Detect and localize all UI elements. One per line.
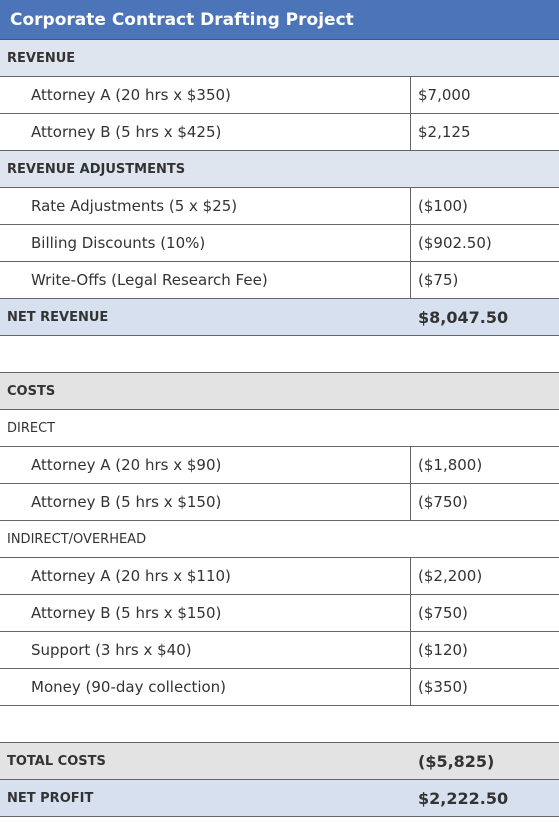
item-label: Billing Discounts (10%): [0, 225, 411, 261]
item-value: ($75): [418, 271, 459, 289]
line-item: Attorney B (5 hrs x $425) $2,125: [0, 114, 559, 151]
subheading: DIRECT: [7, 420, 56, 436]
spacer: [0, 336, 559, 373]
item-label: Attorney A (20 hrs x $90): [0, 447, 411, 483]
section-heading-row: REVENUE ADJUSTMENTS: [0, 151, 559, 188]
total-row: NET REVENUE $8,047.50: [0, 299, 559, 336]
section-heading-row: REVENUE: [0, 40, 559, 77]
line-item: Attorney A (20 hrs x $110) ($2,200): [0, 558, 559, 595]
item-label: Write-Offs (Legal Research Fee): [0, 262, 411, 298]
item-value: $2,125: [418, 123, 471, 141]
item-value: ($750): [418, 493, 468, 511]
item-label: Attorney A (20 hrs x $110): [0, 558, 411, 594]
item-label: Money (90-day collection): [0, 669, 411, 705]
item-label: Support (3 hrs x $40): [0, 632, 411, 668]
line-item: Write-Offs (Legal Research Fee) ($75): [0, 262, 559, 299]
item-value: ($120): [418, 641, 468, 659]
item-value: $7,000: [418, 86, 471, 104]
line-item: Money (90-day collection) ($350): [0, 669, 559, 706]
table: REVENUE Attorney A (20 hrs x $350) $7,000 A…: [0, 40, 559, 817]
total-label: NET REVENUE: [7, 309, 109, 325]
total-label: TOTAL COSTS: [7, 753, 106, 769]
total-row: TOTAL COSTS ($5,825): [0, 743, 559, 780]
item-label: Attorney A (20 hrs x $350): [0, 77, 411, 113]
total-value: ($5,825): [418, 751, 495, 771]
item-value: ($902.50): [418, 234, 492, 252]
title: Corporate Contract Drafting Project: [0, 0, 559, 40]
line-item: Billing Discounts (10%) ($902.50): [0, 225, 559, 262]
item-value: ($100): [418, 197, 468, 215]
item-value: ($1,800): [418, 456, 483, 474]
item-label: Attorney B (5 hrs x $150): [0, 595, 411, 631]
subheading-row: DIRECT: [0, 410, 559, 447]
total-row: NET PROFIT $2,222.50: [0, 780, 559, 817]
line-item: Attorney A (20 hrs x $90) ($1,800): [0, 447, 559, 484]
subheading: INDIRECT/OVERHEAD: [7, 531, 147, 547]
item-label: Attorney B (5 hrs x $150): [0, 484, 411, 520]
section-heading: REVENUE: [7, 50, 76, 66]
item-label: Attorney B (5 hrs x $425): [0, 114, 411, 150]
item-value: ($750): [418, 604, 468, 622]
item-value: ($2,200): [418, 567, 483, 585]
subheading-row: INDIRECT/OVERHEAD: [0, 521, 559, 558]
total-value: $2,222.50: [418, 788, 509, 808]
total-label: NET PROFIT: [7, 790, 94, 806]
item-label: Rate Adjustments (5 x $25): [0, 188, 411, 224]
line-item: Attorney A (20 hrs x $350) $7,000: [0, 77, 559, 114]
section-heading-row: COSTS: [0, 373, 559, 410]
total-value: $8,047.50: [418, 307, 509, 327]
line-item: Attorney B (5 hrs x $150) ($750): [0, 595, 559, 632]
line-item: Rate Adjustments (5 x $25) ($100): [0, 188, 559, 225]
section-heading: REVENUE ADJUSTMENTS: [7, 161, 186, 177]
section-heading: COSTS: [7, 383, 56, 399]
line-item: Attorney B (5 hrs x $150) ($750): [0, 484, 559, 521]
line-item: Support (3 hrs x $40) ($120): [0, 632, 559, 669]
item-value: ($350): [418, 678, 468, 696]
spacer: [0, 706, 559, 743]
